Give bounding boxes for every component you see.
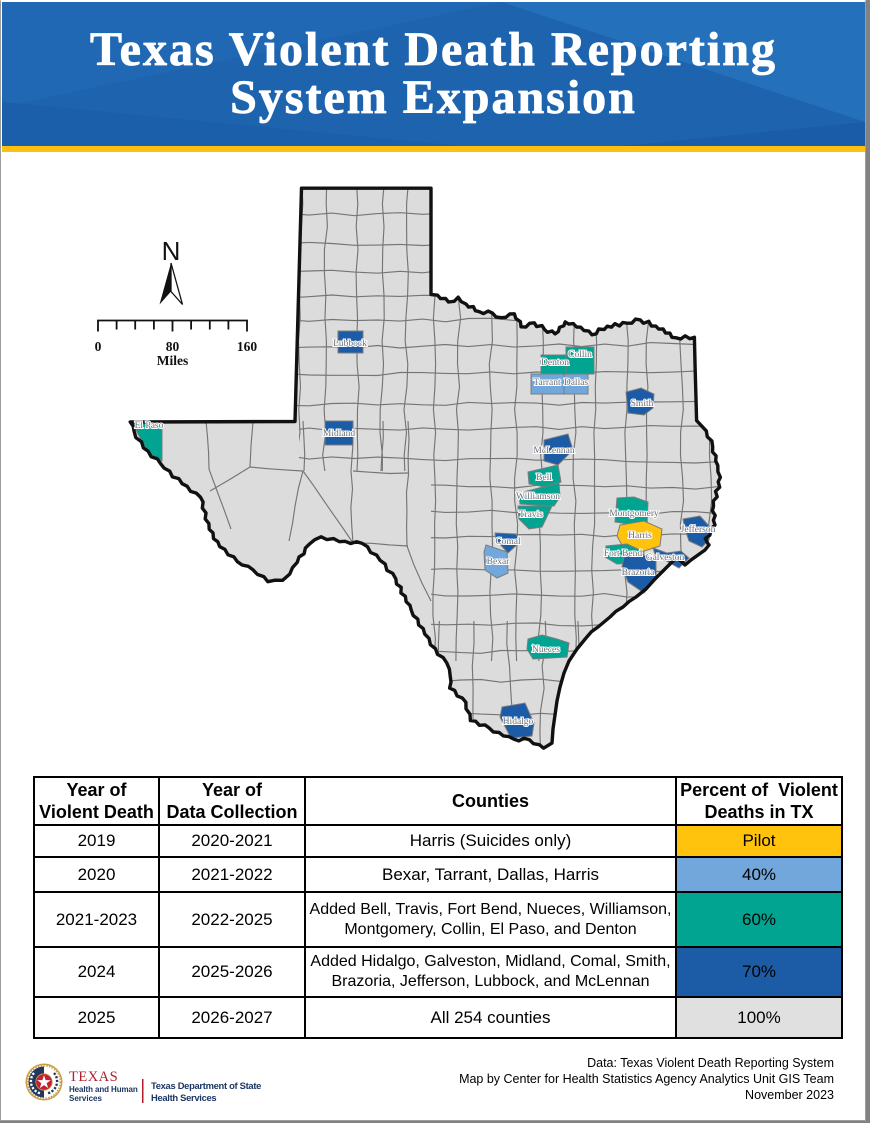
svg-text:TEXAS: TEXAS	[69, 1069, 118, 1085]
svg-text:80: 80	[166, 339, 180, 354]
svg-text:Health and Human: Health and Human	[69, 1085, 138, 1094]
svg-text:Galveston: Galveston	[646, 553, 685, 563]
svg-text:Midland: Midland	[323, 429, 355, 439]
svg-text:Health Services: Health Services	[151, 1092, 216, 1103]
svg-text:Dallas: Dallas	[564, 378, 589, 388]
svg-text:Texas Department of State: Texas Department of State	[151, 1080, 261, 1091]
svg-text:Williamson: Williamson	[516, 492, 560, 502]
svg-text:Smith: Smith	[631, 399, 654, 409]
svg-text:Travis: Travis	[519, 510, 543, 520]
svg-text:Collin: Collin	[568, 350, 592, 360]
svg-text:0: 0	[95, 339, 102, 354]
svg-text:Miles: Miles	[157, 353, 189, 368]
svg-text:Hidalgo: Hidalgo	[503, 717, 534, 727]
svg-text:Nueces: Nueces	[532, 645, 560, 655]
svg-text:Tarrant: Tarrant	[533, 378, 561, 388]
svg-text:Brazoria: Brazoria	[622, 568, 655, 578]
svg-text:Bexar: Bexar	[487, 557, 511, 567]
svg-text:Denton: Denton	[541, 358, 569, 368]
svg-text:Jefferson: Jefferson	[681, 524, 716, 535]
svg-text:Bell: Bell	[536, 473, 552, 483]
svg-text:Lubbock: Lubbock	[333, 339, 367, 349]
svg-text:N: N	[162, 236, 181, 266]
svg-text:Fort Bend: Fort Bend	[604, 549, 643, 559]
svg-text:Harris: Harris	[628, 531, 652, 541]
svg-text:160: 160	[237, 339, 258, 354]
svg-text:McLennan: McLennan	[533, 446, 574, 456]
svg-text:Montgomery: Montgomery	[609, 509, 659, 519]
svg-text:Comal: Comal	[495, 537, 521, 547]
svg-text:Services: Services	[69, 1094, 102, 1103]
svg-text:El Paso: El Paso	[135, 421, 164, 431]
